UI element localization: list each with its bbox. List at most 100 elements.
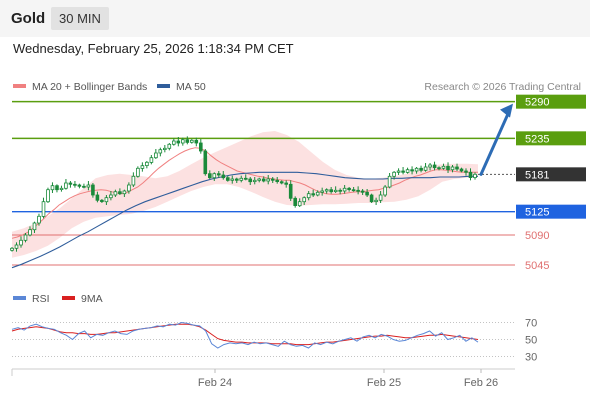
candle [356,186,360,195]
rsi-ma-line [11,323,479,346]
candle-body [212,173,217,179]
price-level-labels: 5290 5235 5181 5125 5090 5045 [516,94,586,272]
main-legend: MA 20 + Bollinger Bands MA 50 Research © 2… [13,81,581,93]
candle-body [14,244,19,249]
candle-body [216,173,221,176]
candle [329,187,333,194]
rsi-legend-item: 9MA [62,293,103,305]
price-label-box [516,167,586,182]
candle [14,242,19,252]
candle-body [414,167,419,172]
rsi-legend-label: RSI [32,293,50,305]
candle [248,177,253,185]
price-label-5181: 5181 [516,167,586,182]
candle [401,167,405,175]
candle [432,161,437,171]
legend-label: MA 50 [176,81,206,93]
candle-body [82,185,86,188]
candle-body [68,182,73,185]
candle-body [252,179,257,183]
candle [230,175,235,184]
candle [459,167,464,173]
candle-body [365,191,369,196]
candle-body [230,178,235,181]
candle [414,167,419,174]
candle [180,137,185,146]
candle-body [432,164,437,169]
candle [284,180,288,188]
candle [306,191,311,201]
candle-body [468,171,473,179]
candle-body [284,182,288,185]
candle-body [154,152,158,159]
bollinger-band-fill [12,131,478,258]
candles [10,136,477,252]
price-levels [12,100,515,266]
candle-body [32,222,37,231]
candle-body [23,234,28,241]
candle-body [401,170,405,173]
candle [185,136,190,145]
candle [234,177,239,183]
candle-body [221,174,226,179]
rsi-legend-swatch [62,296,75,300]
candle [302,196,306,205]
candle-body [338,189,342,192]
candle-body [342,187,347,192]
candle [149,155,154,165]
candle-body [410,169,414,172]
candle-body [356,189,360,192]
candle [55,184,59,193]
candle [464,168,468,176]
candle [468,168,473,181]
candle-body [392,171,396,177]
price-label-5290: 5290 [516,94,586,109]
candle [46,187,50,203]
candle [252,177,257,185]
time-tick-label: Feb 26 [464,377,498,389]
candle-body [162,147,167,151]
candle-body [383,186,387,196]
candle [387,173,392,189]
candle-body [131,175,136,186]
price-label-text: 5125 [525,207,549,219]
candle [203,149,208,176]
candle [19,236,23,248]
candle [32,221,37,233]
candle-body [50,185,55,191]
candle [288,180,293,201]
moving-averages [11,147,478,269]
candle [77,183,82,189]
candle-body [374,199,378,203]
price-label-text: 5181 [525,169,549,181]
candle-body [315,191,320,196]
rsi-legend-label: 9MA [81,293,103,305]
candle [351,187,356,192]
candle [50,182,55,193]
candle-body [46,189,50,203]
candle [257,177,261,183]
candle [473,172,477,180]
price-label-box [516,204,586,219]
candle [95,191,100,203]
legend-item: MA 20 + Bollinger Bands [13,81,147,93]
candle [369,193,374,203]
timeframe-button[interactable]: 30 MIN [51,7,109,30]
candle [113,189,118,197]
candle [360,189,365,195]
candle-body [423,166,428,171]
candle [446,162,450,173]
candle-body [473,173,477,179]
price-label-text: 5290 [525,97,549,109]
candle [82,183,86,189]
candle-body [378,194,383,201]
candle [216,171,221,178]
candle [279,180,284,185]
candle-body [140,165,145,169]
candle-body [203,150,208,175]
candle-body [28,229,32,236]
candle-body [351,189,356,192]
candle-body [185,139,190,143]
candle-body [464,170,468,173]
candle [342,185,347,194]
